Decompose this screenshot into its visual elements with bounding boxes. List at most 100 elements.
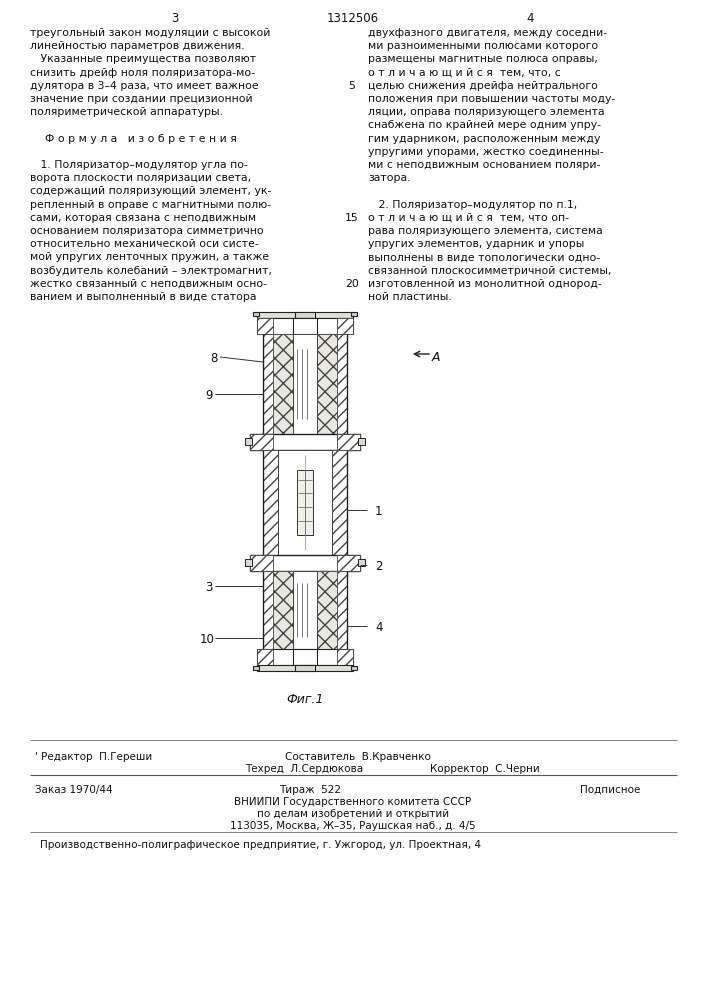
Text: по делам изобретений и открытий: по делам изобретений и открытий — [257, 809, 449, 819]
Bar — [358, 438, 365, 445]
Bar — [358, 559, 365, 566]
Bar — [337, 571, 347, 649]
Text: ми разноименными полюсами которого: ми разноименными полюсами которого — [368, 41, 598, 51]
Bar — [250, 434, 360, 450]
Bar — [337, 649, 353, 665]
Bar — [351, 666, 357, 670]
Text: ной пластины.: ной пластины. — [368, 292, 452, 302]
Text: упругими упорами, жестко соединенны-: упругими упорами, жестко соединенны- — [368, 147, 604, 157]
Text: изготовленной из монолитной однород-: изготовленной из монолитной однород- — [368, 279, 602, 289]
Text: Ф о р м у л а   и з о б р е т е н и я: Ф о р м у л а и з о б р е т е н и я — [45, 134, 237, 144]
Text: ми с неподвижным основанием поляри-: ми с неподвижным основанием поляри- — [368, 160, 600, 170]
Text: треугольный закон модуляции с высокой: треугольный закон модуляции с высокой — [30, 28, 270, 38]
Text: 3: 3 — [171, 12, 179, 25]
Text: упругих элементов, ударник и упоры: упругих элементов, ударник и упоры — [368, 239, 585, 249]
Text: основанием поляризатора симметрично: основанием поляризатора симметрично — [30, 226, 264, 236]
Bar — [257, 649, 353, 665]
Bar — [263, 450, 278, 555]
Text: 113035, Москва, Ж–35, Раушская наб., д. 4/5: 113035, Москва, Ж–35, Раушская наб., д. … — [230, 821, 476, 831]
Bar — [317, 334, 337, 434]
Text: A: A — [432, 351, 440, 364]
Text: снизить дрейф ноля поляризатора-мо-: снизить дрейф ноля поляризатора-мо- — [30, 68, 255, 78]
Text: выполнены в виде топологически одно-: выполнены в виде топологически одно- — [368, 252, 600, 262]
Bar — [337, 555, 360, 571]
Text: о т л и ч а ю щ и й с я  тем, что, с: о т л и ч а ю щ и й с я тем, что, с — [368, 68, 561, 78]
Text: жестко связанный с неподвижным осно-: жестко связанный с неподвижным осно- — [30, 279, 267, 289]
Text: линейностью параметров движения.: линейностью параметров движения. — [30, 41, 245, 51]
Bar — [250, 555, 273, 571]
Text: двухфазного двигателя, между соседни-: двухфазного двигателя, между соседни- — [368, 28, 607, 38]
Text: ворота плоскости поляризации света,: ворота плоскости поляризации света, — [30, 173, 251, 183]
Bar — [263, 571, 273, 649]
Text: ванием и выполненный в виде статора: ванием и выполненный в виде статора — [30, 292, 257, 302]
Text: ' Редактор  П.Гереши: ' Редактор П.Гереши — [35, 752, 152, 762]
Text: содержащий поляризующий элемент, ук-: содержащий поляризующий элемент, ук- — [30, 186, 271, 196]
Bar — [351, 312, 357, 316]
Text: Производственно-полиграфическое предприятие, г. Ужгород, ул. Проектная, 4: Производственно-полиграфическое предприя… — [40, 840, 481, 850]
Text: значение при создании прецизионной: значение при создании прецизионной — [30, 94, 252, 104]
Text: репленный в оправе с магнитными полю-: репленный в оправе с магнитными полю- — [30, 200, 271, 210]
Text: Фиг.1: Фиг.1 — [286, 693, 324, 706]
Text: рава поляризующего элемента, система: рава поляризующего элемента, система — [368, 226, 603, 236]
Text: 20: 20 — [345, 279, 359, 289]
Text: 5: 5 — [349, 81, 356, 91]
Text: гим ударником, расположенным между: гим ударником, расположенным между — [368, 134, 600, 144]
Bar — [250, 434, 273, 450]
Bar — [337, 434, 360, 450]
Text: 2. Поляризатор–модулятор по п.1,: 2. Поляризатор–модулятор по п.1, — [368, 200, 577, 210]
Text: 10: 10 — [200, 633, 215, 646]
Bar — [257, 318, 353, 334]
Bar — [297, 470, 313, 535]
Text: ВНИИПИ Государственного комитета СССР: ВНИИПИ Государственного комитета СССР — [235, 797, 472, 807]
Text: 1312506: 1312506 — [327, 12, 379, 25]
Text: Указанные преимущества позволяют: Указанные преимущества позволяют — [30, 54, 256, 64]
Bar — [257, 312, 353, 318]
Text: снабжена по крайней мере одним упру-: снабжена по крайней мере одним упру- — [368, 120, 601, 130]
Bar — [263, 334, 273, 434]
Text: дулятора в 3–4 раза, что имеет важное: дулятора в 3–4 раза, что имеет важное — [30, 81, 259, 91]
Text: Заказ 1970/44: Заказ 1970/44 — [35, 785, 112, 795]
Bar — [337, 318, 353, 334]
Text: Техред  Л.Сердюкова: Техред Л.Сердюкова — [245, 764, 363, 774]
Text: 9: 9 — [205, 389, 213, 402]
Text: 3: 3 — [205, 581, 212, 594]
Text: 1. Поляризатор–модулятор угла по-: 1. Поляризатор–модулятор угла по- — [30, 160, 248, 170]
Text: Корректор  С.Черни: Корректор С.Черни — [430, 764, 539, 774]
Text: мой упругих ленточных пружин, а также: мой упругих ленточных пружин, а также — [30, 252, 269, 262]
Text: 15: 15 — [345, 213, 359, 223]
Text: ляции, оправа поляризующего элемента: ляции, оправа поляризующего элемента — [368, 107, 604, 117]
Bar — [273, 334, 293, 434]
Text: затора.: затора. — [368, 173, 411, 183]
Text: положения при повышении частоты моду-: положения при повышении частоты моду- — [368, 94, 615, 104]
Text: относительно механической оси систе-: относительно механической оси систе- — [30, 239, 259, 249]
Bar — [253, 312, 259, 316]
Text: 2: 2 — [375, 560, 382, 573]
Bar — [337, 334, 347, 434]
Bar — [293, 649, 317, 665]
Text: целью снижения дрейфа нейтрального: целью снижения дрейфа нейтрального — [368, 81, 598, 91]
Bar — [293, 318, 317, 334]
Text: размещены магнитные полюса оправы,: размещены магнитные полюса оправы, — [368, 54, 598, 64]
Text: 4: 4 — [375, 621, 382, 634]
Bar — [293, 334, 317, 434]
Text: 8: 8 — [210, 352, 217, 365]
Text: сами, которая связана с неподвижным: сами, которая связана с неподвижным — [30, 213, 256, 223]
Bar — [278, 450, 332, 555]
Text: 4: 4 — [526, 12, 534, 25]
Text: о т л и ч а ю щ и й с я  тем, что оп-: о т л и ч а ю щ и й с я тем, что оп- — [368, 213, 569, 223]
Bar — [253, 666, 259, 670]
Bar — [257, 649, 273, 665]
Bar — [250, 555, 360, 571]
Bar — [245, 438, 252, 445]
Bar — [257, 318, 273, 334]
Bar — [332, 450, 347, 555]
Bar — [257, 665, 353, 671]
Text: 1: 1 — [375, 505, 382, 518]
Bar — [293, 571, 317, 649]
Text: Тираж  522: Тираж 522 — [279, 785, 341, 795]
Bar — [273, 571, 293, 649]
Bar — [317, 571, 337, 649]
Text: связанной плоскосимметричной системы,: связанной плоскосимметричной системы, — [368, 266, 612, 276]
Bar — [295, 665, 315, 671]
Bar — [245, 559, 252, 566]
